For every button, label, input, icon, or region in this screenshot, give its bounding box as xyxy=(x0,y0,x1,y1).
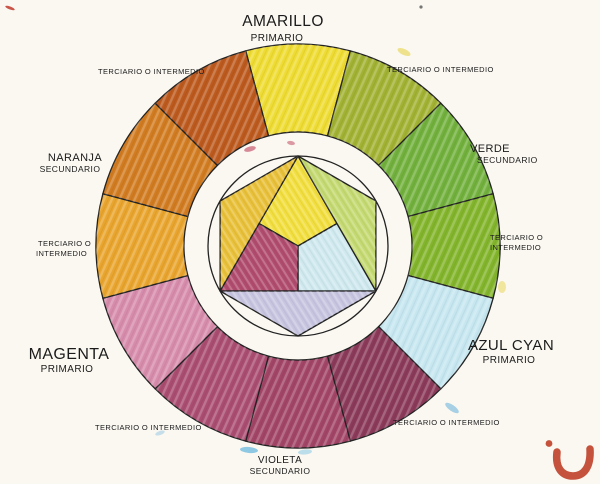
ring-segment-violeta-secundario-texture xyxy=(245,356,351,448)
label-terciario-right-2: INTERMEDIO xyxy=(490,243,541,252)
label-terciario-bottom-right: TERCIARIO O INTERMEDIO xyxy=(393,418,500,427)
label-magenta-sub: PRIMARIO xyxy=(41,364,94,375)
ring-segment-magenta-primario-texture xyxy=(102,275,218,389)
blue-smudge-left xyxy=(155,430,165,436)
ring-segment-amarillo-primario-texture xyxy=(245,44,351,136)
inner-corner-violeta-texture xyxy=(220,291,376,336)
label-azul-cyan: AZUL CYAN xyxy=(468,337,554,354)
blue-smudge-bottom-2 xyxy=(298,449,312,455)
yellow-overshoot-top xyxy=(397,47,411,57)
ring-segment-terciario-amarillo-verde-texture xyxy=(327,50,441,166)
label-terciario-top-right: TERCIARIO O INTERMEDIO xyxy=(387,65,494,74)
inner-corner-naranja-texture xyxy=(220,156,298,291)
ring-segment-verde-secundario-texture xyxy=(378,103,494,217)
label-verde-sub: SECUNDARIO xyxy=(477,155,538,165)
label-verde: VERDE xyxy=(470,143,510,155)
ring-segment-terciario-violeta-magenta-texture xyxy=(155,326,269,442)
blue-smudge-bottom-1 xyxy=(240,446,258,454)
logo-dot xyxy=(545,440,553,447)
labels: AMARILLO PRIMARIO TERCIARIO O INTERMEDIO VE… xyxy=(29,13,554,476)
logo-mark xyxy=(545,440,594,480)
red-mark-annulus-2 xyxy=(287,140,295,146)
ring-segment-naranja-secundario-texture xyxy=(102,103,218,217)
inner-kite-cyan-texture xyxy=(298,223,376,291)
dark-speck-top xyxy=(419,5,423,9)
label-terciario-left-1: TERCIARIO O xyxy=(38,239,91,248)
red-mark-annulus-1 xyxy=(244,146,256,152)
ring-segment-terciario-naranja-amarillo-texture xyxy=(155,50,269,166)
label-amarillo: AMARILLO xyxy=(242,13,324,30)
label-amarillo-sub: PRIMARIO xyxy=(251,33,304,44)
ring-segment-terciario-magenta-naranja-texture xyxy=(96,193,188,299)
label-terciario-bottom-left: TERCIARIO O INTERMEDIO xyxy=(95,423,202,432)
label-naranja: NARANJA xyxy=(48,152,102,164)
logo-curve xyxy=(552,445,594,480)
inner-corner-verde-texture xyxy=(298,156,376,291)
inner-kite-magenta-texture xyxy=(220,223,298,291)
label-violeta-sub: SECUNDARIO xyxy=(250,466,311,476)
inner-hexagon xyxy=(207,155,389,337)
label-azul-cyan-sub: PRIMARIO xyxy=(483,355,536,366)
crayon-smudges xyxy=(5,5,506,455)
label-terciario-right-1: TERCIARIO O xyxy=(490,233,543,242)
label-naranja-sub: SECUNDARIO xyxy=(40,164,101,174)
label-violeta: VIOLETA xyxy=(258,455,302,466)
ring-segment-terciario-cyan-violeta-texture xyxy=(327,326,441,442)
red-speck-top-left xyxy=(5,5,15,11)
blue-smudge-right xyxy=(445,402,459,414)
label-terciario-top-left: TERCIARIO O INTERMEDIO xyxy=(98,67,205,76)
yellow-overshoot-right xyxy=(498,281,506,293)
label-magenta: MAGENTA xyxy=(29,346,110,363)
outer-ring xyxy=(95,43,501,449)
ring-segment-azul-cyan-primario-texture xyxy=(378,275,494,389)
label-terciario-left-2: INTERMEDIO xyxy=(36,249,87,258)
inner-kite-amarillo-texture xyxy=(259,156,337,246)
ring-segment-terciario-verde-cyan-texture xyxy=(408,193,500,299)
